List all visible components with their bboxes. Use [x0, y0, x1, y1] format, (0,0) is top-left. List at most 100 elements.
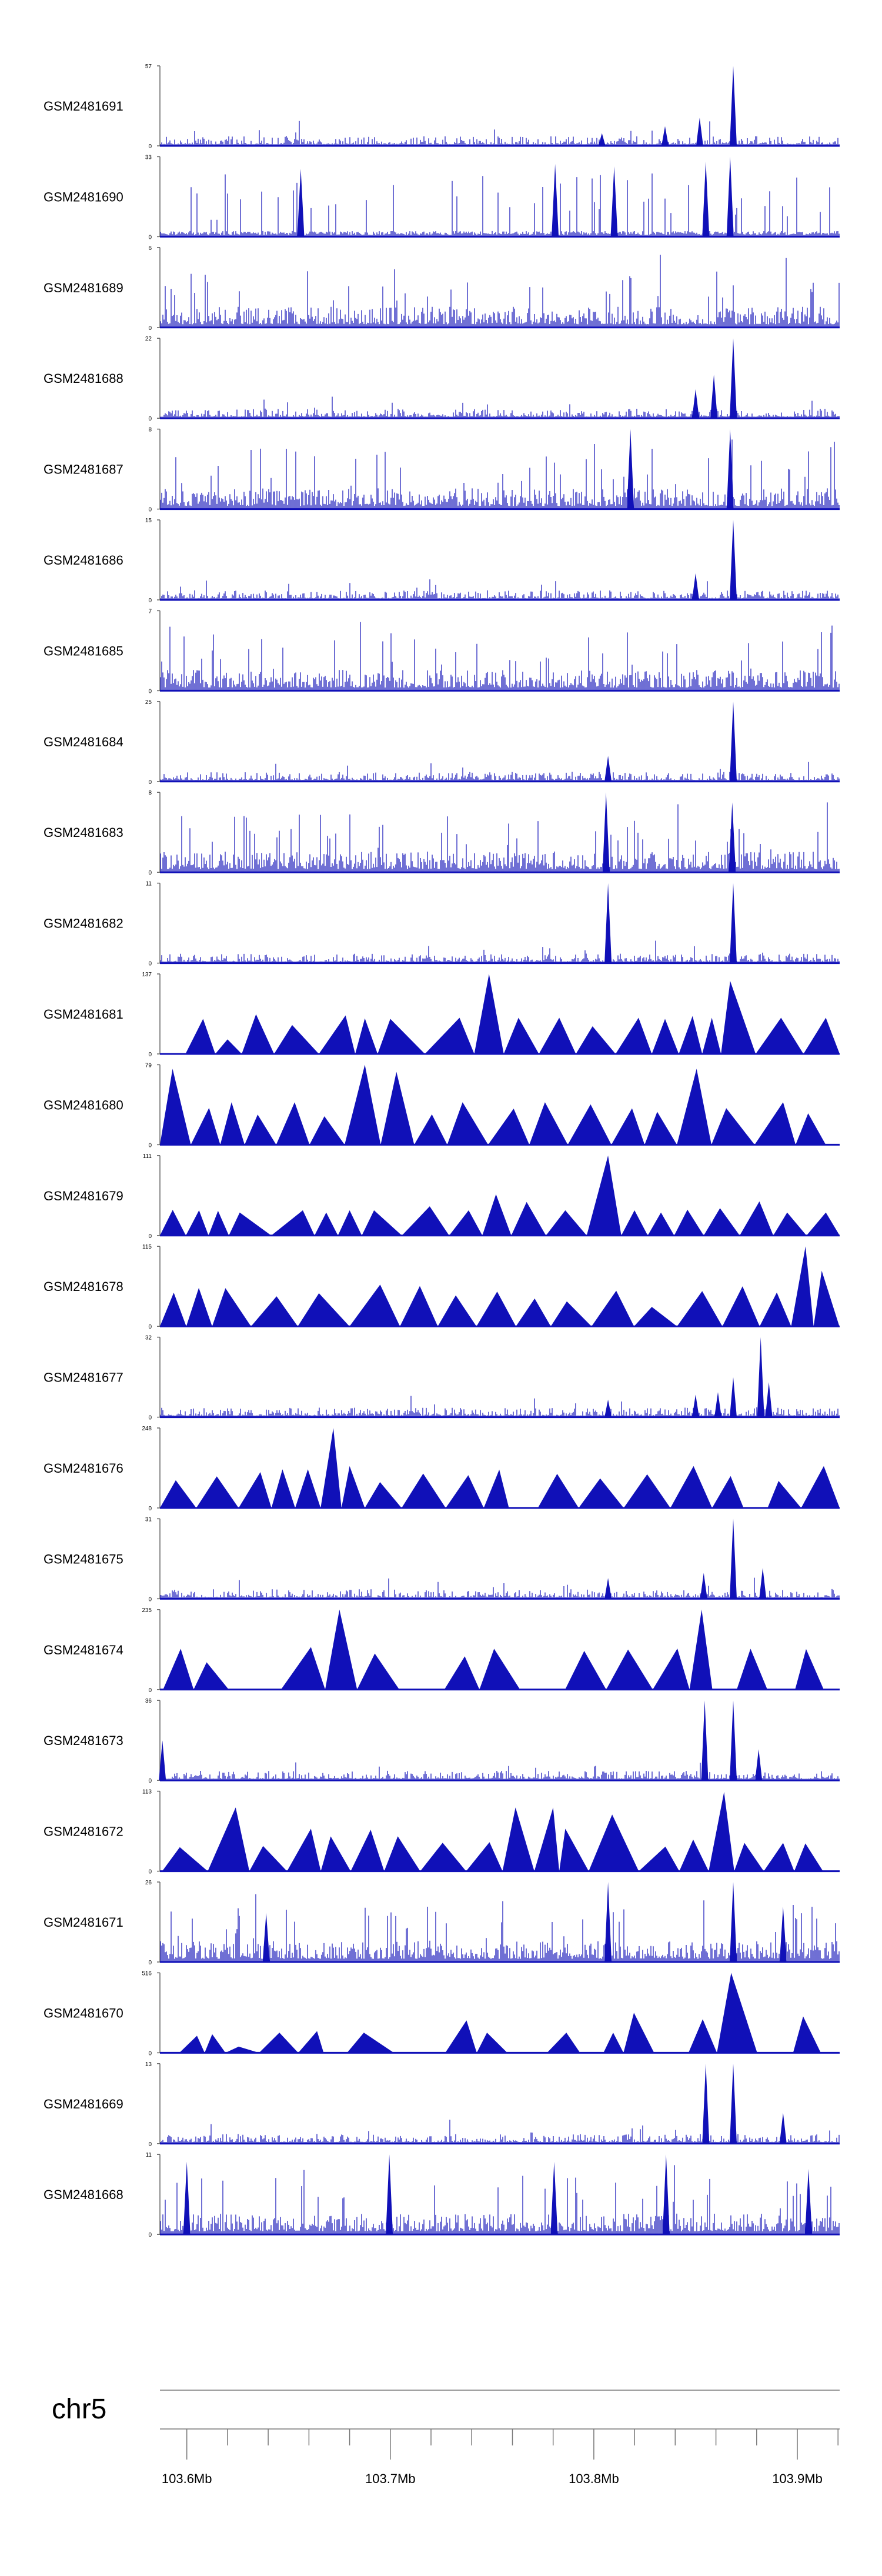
track-GSM2481687: GSM2481687 8 0	[44, 427, 840, 513]
signal-peak	[701, 1700, 709, 1781]
signal-bars	[160, 1577, 840, 1599]
signal-peak	[700, 1573, 707, 1599]
signal-triangles	[163, 1609, 824, 1690]
signal-peak	[730, 1700, 737, 1781]
signal-peak	[759, 1567, 767, 1599]
signal-bars	[160, 579, 840, 600]
signal-peak	[604, 756, 612, 782]
signal-peak	[730, 1377, 737, 1417]
track-label: GSM2481691	[44, 99, 123, 114]
y-tick-label-min: 0	[148, 144, 152, 150]
signal-peak	[297, 169, 305, 237]
track-GSM2481675: GSM2481675 31 0	[44, 1516, 840, 1603]
y-tick-label-max: 25	[145, 699, 152, 706]
y-tick-label-max: 31	[145, 1516, 152, 1523]
y-tick-label-min: 0	[148, 416, 152, 422]
signal-bars	[160, 173, 840, 237]
x-tick-label: 103.7Mb	[365, 2471, 416, 2486]
signal-peak	[604, 883, 612, 963]
track-label: GSM2481676	[44, 1461, 123, 1476]
track-GSM2481680: GSM2481680 79 0	[44, 1062, 840, 1149]
y-tick-label-max: 79	[145, 1062, 152, 1069]
signal-peak	[730, 701, 737, 782]
signal-bars	[160, 940, 840, 963]
signal-peak	[692, 1394, 699, 1417]
y-tick-label-min: 0	[148, 325, 152, 332]
y-tick-label-min: 0	[148, 779, 152, 786]
signal-triangles	[185, 974, 840, 1054]
y-tick-label-max: 113	[142, 1789, 152, 1796]
signal-peak	[183, 2161, 191, 2235]
signal-peak	[604, 1578, 612, 1599]
track-label: GSM2481678	[44, 1279, 123, 1294]
signal-triangles	[160, 1246, 840, 1327]
track-label: GSM2481679	[44, 1189, 123, 1203]
y-tick-label-max: 15	[145, 518, 152, 524]
signal-peak	[730, 66, 737, 146]
track-GSM2481668: GSM2481668 11 0	[44, 2152, 840, 2238]
signal-peak	[714, 1392, 721, 1417]
signal-peak	[757, 1337, 764, 1417]
y-tick-label-min: 0	[148, 1415, 152, 1422]
y-tick-label-max: 11	[146, 881, 152, 887]
x-tick-label: 103.6Mb	[162, 2471, 212, 2486]
signal-peak	[386, 2154, 393, 2235]
track-GSM2481679: GSM2481679 111 0	[44, 1153, 840, 1240]
y-tick-label-max: 22	[145, 336, 152, 342]
signal-peak	[729, 802, 736, 873]
y-tick-label-max: 111	[143, 1153, 152, 1160]
signal-peak	[262, 1913, 270, 1962]
y-tick-label-min: 0	[148, 961, 152, 967]
signal-peak	[604, 1399, 612, 1417]
signal-peak	[159, 1740, 166, 1781]
signal-bars	[160, 802, 840, 873]
track-label: GSM2481677	[44, 1370, 123, 1385]
signal-peak	[627, 429, 634, 509]
track-label: GSM2481675	[44, 1551, 123, 1566]
signal-bars	[160, 2165, 840, 2235]
track-GSM2481688: GSM2481688 22 0	[44, 336, 840, 422]
y-tick-label-max: 36	[145, 1698, 152, 1704]
y-tick-label-min: 0	[148, 1142, 152, 1149]
signal-bars	[160, 255, 840, 328]
signal-peak	[602, 792, 610, 873]
y-tick-label-min: 0	[148, 598, 152, 604]
track-label: GSM2481686	[44, 553, 123, 568]
signal-bars	[160, 1396, 840, 1417]
signal-peak	[610, 166, 618, 237]
y-tick-label-max: 32	[145, 1335, 152, 1342]
y-tick-label-max: 33	[145, 154, 152, 161]
y-tick-label-min: 0	[148, 1052, 152, 1058]
signal-peak	[730, 883, 737, 963]
y-tick-label-min: 0	[148, 1778, 152, 1784]
signal-triangles	[160, 1065, 826, 1145]
track-GSM2481676: GSM2481676 248 0	[44, 1426, 840, 1512]
signal-peak	[692, 389, 699, 419]
track-label: GSM2481685	[44, 643, 123, 658]
track-GSM2481673: GSM2481673 36 0	[44, 1698, 840, 1784]
signal-bars	[160, 439, 840, 509]
y-tick-label-min: 0	[148, 1960, 152, 1966]
genome-axis: chr5 103.6Mb 103.7Mb 103.8Mb 103.9Mb	[52, 2390, 840, 2486]
signal-bars	[160, 1894, 840, 1962]
y-tick-label-min: 0	[148, 1506, 152, 1512]
track-label: GSM2481671	[44, 1915, 123, 1930]
track-GSM2481682: GSM2481682 11 0	[44, 881, 840, 967]
y-tick-label-max: 7	[148, 608, 152, 615]
signal-peak	[662, 126, 669, 146]
signal-bars	[160, 762, 840, 782]
y-tick-label-min: 0	[148, 1869, 152, 1876]
signal-bars	[160, 622, 840, 691]
y-tick-label-max: 8	[148, 790, 152, 796]
track-label: GSM2481690	[44, 189, 123, 204]
signal-peak	[604, 1882, 612, 1962]
signal-peak	[730, 520, 737, 600]
track-label: GSM2481684	[44, 735, 123, 749]
axis-ticks: 103.6Mb 103.7Mb 103.8Mb 103.9Mb	[162, 2429, 838, 2486]
signal-peak	[598, 133, 606, 146]
track-label: GSM2481669	[44, 2097, 123, 2111]
track-GSM2481689: GSM2481689 6 0	[44, 245, 840, 332]
y-tick-label-min: 0	[148, 1324, 152, 1330]
signal-bars	[160, 1762, 840, 1781]
y-tick-label-min: 0	[148, 2141, 152, 2148]
